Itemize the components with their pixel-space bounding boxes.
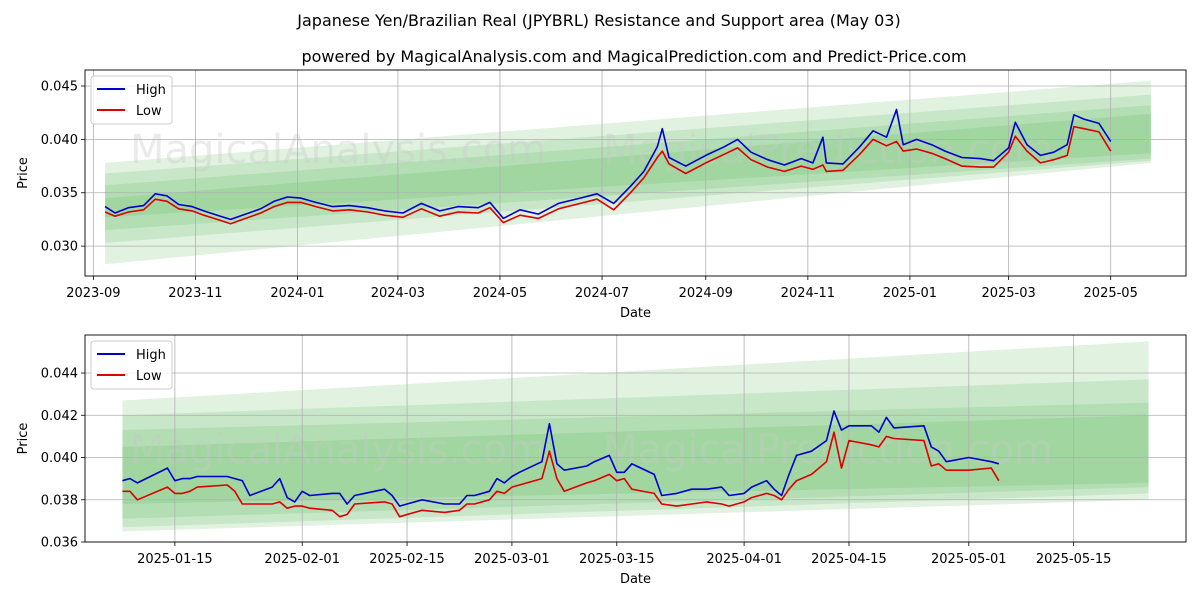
- x-tick-label: 2024-07: [575, 286, 629, 301]
- plot-frame: [84, 334, 1187, 543]
- watermark: MagicalAnalysis.com: [130, 427, 546, 473]
- legend-label-high: High: [136, 348, 166, 363]
- series-line-high: [104, 108, 1112, 221]
- x-tick-label: 2025-03: [981, 286, 1035, 301]
- chart-panel-top: MagicalAnalysis.com MagicalPrediction.com…: [16, 69, 1187, 321]
- y-tick-label: 0.044: [41, 367, 78, 382]
- chart-subtitle: powered by MagicalAnalysis.com and Magic…: [301, 47, 966, 66]
- x-tick-label: 2023-09: [66, 286, 120, 301]
- watermark: MagicalPrediction.com: [603, 127, 1053, 173]
- x-tick-label: 2025-05-15: [1036, 552, 1112, 567]
- legend-label-low: Low: [136, 104, 162, 119]
- support-resistance-band: [105, 94, 1151, 243]
- x-tick-label: 2025-01-15: [137, 552, 213, 567]
- legend: High Low: [90, 75, 173, 125]
- x-tick-label: 2024-09: [679, 286, 733, 301]
- x-tick-label: 2023-11: [168, 286, 222, 301]
- x-axis-label: Date: [620, 572, 651, 587]
- chart-title: Japanese Yen/Brazilian Real (JPYBRL) Res…: [296, 11, 900, 30]
- x-tick-label: 2025-05-01: [931, 552, 1007, 567]
- y-tick-label: 0.036: [41, 536, 78, 551]
- x-tick-label: 2025-03-01: [474, 552, 550, 567]
- series-line-low: [122, 431, 1000, 518]
- y-tick-label: 0.035: [41, 186, 78, 201]
- support-resistance-band: [122, 341, 1149, 532]
- x-tick-label: 2024-05: [473, 286, 527, 301]
- x-tick-label: 2025-04-15: [811, 552, 887, 567]
- x-axis-label: Date: [620, 306, 651, 321]
- support-resistance-band: [105, 105, 1151, 231]
- series-line-high: [122, 410, 1000, 507]
- y-axis-label: Price: [16, 423, 31, 455]
- chart-panel-bottom: MagicalAnalysis.com MagicalPrediction.com…: [16, 334, 1187, 587]
- y-tick-label: 0.045: [41, 80, 78, 95]
- y-tick-label: 0.040: [41, 133, 78, 148]
- series-line-low: [104, 125, 1112, 225]
- x-tick-label: 2024-11: [781, 286, 835, 301]
- y-tick-label: 0.042: [41, 409, 78, 424]
- x-tick-label: 2025-01: [883, 286, 937, 301]
- legend-label-low: Low: [136, 369, 162, 384]
- x-tick-label: 2025-04-01: [706, 552, 782, 567]
- x-tick-label: 2025-02-15: [369, 552, 445, 567]
- y-tick-label: 0.040: [41, 451, 78, 466]
- plot-frame: [84, 69, 1187, 277]
- support-resistance-band: [105, 80, 1151, 265]
- x-tick-label: 2024-01: [270, 286, 324, 301]
- series-group: [104, 108, 1112, 225]
- x-tick-label: 2025-03-15: [579, 552, 655, 567]
- y-tick-label: 0.038: [41, 493, 78, 508]
- legend-label-high: High: [136, 83, 166, 98]
- legend: High Low: [90, 340, 173, 390]
- x-tick-label: 2024-03: [371, 286, 425, 301]
- watermark: MagicalAnalysis.com: [130, 127, 546, 173]
- x-tick-label: 2025-02-01: [264, 552, 340, 567]
- y-axis-label: Price: [16, 157, 31, 189]
- series-group: [122, 410, 1000, 518]
- x-tick-label: 2025-05: [1084, 286, 1138, 301]
- y-tick-label: 0.030: [41, 240, 78, 255]
